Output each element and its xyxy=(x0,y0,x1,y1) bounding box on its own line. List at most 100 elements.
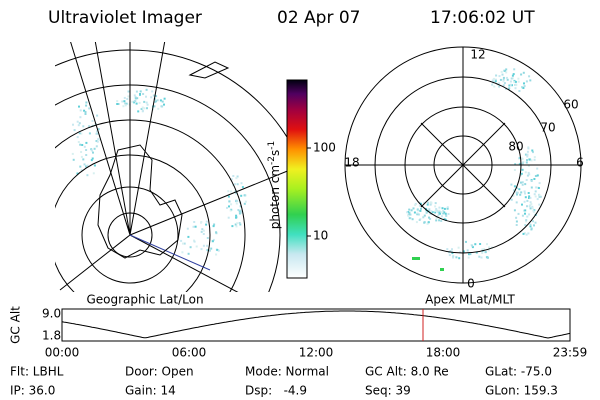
emission-pixel xyxy=(446,206,449,209)
emission-pixel xyxy=(419,209,422,212)
emission-pixel xyxy=(524,153,527,156)
emission-pixel xyxy=(410,209,413,212)
emission-pixel xyxy=(519,163,522,166)
emission-pixel xyxy=(516,186,518,189)
emission-pixel xyxy=(513,80,516,83)
emission-pixel xyxy=(479,243,482,245)
emission-pixel xyxy=(518,188,521,191)
emission-pixel xyxy=(187,235,190,238)
emission-pixel xyxy=(435,209,438,212)
emission-pixel xyxy=(446,207,449,210)
emission-pixel xyxy=(235,214,238,217)
emission-pixel xyxy=(425,207,428,210)
emission-pixel xyxy=(527,147,530,150)
emission-pixel xyxy=(228,200,231,203)
label-sup: -1 xyxy=(267,141,277,150)
footer-field: Gain: 14 xyxy=(125,384,176,398)
emission-pixel xyxy=(532,210,535,213)
emission-pixel xyxy=(95,145,98,148)
emission-pixel xyxy=(507,87,510,90)
emission-pixel xyxy=(451,252,454,255)
emission-pixel xyxy=(79,116,82,119)
emission-pixel xyxy=(215,231,218,234)
emission-pixel xyxy=(159,99,162,102)
emission-pixel xyxy=(426,203,429,206)
emission-pixel xyxy=(232,175,235,177)
emission-pixel xyxy=(523,85,526,88)
emission-pixel xyxy=(427,221,430,224)
emission-pixel xyxy=(478,255,481,258)
emission-pixel xyxy=(156,99,159,102)
emission-pixel xyxy=(503,69,506,72)
emission-pixel xyxy=(151,90,154,93)
emission-pixel xyxy=(96,132,99,135)
emission-pixel xyxy=(90,159,93,162)
emission-pixel xyxy=(423,201,425,204)
geographic-map xyxy=(55,42,287,292)
altitude-curve xyxy=(61,310,571,339)
emission-pixel xyxy=(535,186,538,189)
emission-pixel xyxy=(84,113,87,115)
label-part: s xyxy=(268,150,282,156)
emission-pixel xyxy=(441,207,444,210)
emission-pixel xyxy=(435,219,438,222)
timeline-xtick: 06:00 xyxy=(172,346,207,360)
emission-pixel xyxy=(524,196,527,199)
emission-pixel xyxy=(448,254,451,257)
emission-pixel xyxy=(447,213,450,215)
emission-pixel xyxy=(213,223,216,226)
emission-pixel xyxy=(135,90,138,93)
emission-pixel xyxy=(78,122,81,125)
emission-pixel xyxy=(458,257,461,260)
emission-pixel xyxy=(441,211,444,213)
emission-pixel xyxy=(474,243,477,246)
emission-pixel xyxy=(452,256,454,259)
emission-pixel xyxy=(210,247,213,250)
emission-pixel xyxy=(139,90,142,93)
emission-pixel xyxy=(435,208,438,210)
emission-pixel xyxy=(202,233,205,235)
emission-pixel xyxy=(530,159,533,162)
emission-pixel xyxy=(513,169,516,171)
emission-pixel xyxy=(462,250,465,253)
emission-pixel xyxy=(423,214,426,217)
emission-pixel xyxy=(140,108,143,110)
emission-pixel xyxy=(235,177,238,180)
lat-label: 70 xyxy=(540,121,555,135)
timeline-xtick: 23:59 xyxy=(553,346,588,360)
timeline-frame xyxy=(61,308,571,342)
emission-pixel xyxy=(506,78,509,81)
aurora-emission xyxy=(406,68,542,271)
emission-pixel xyxy=(205,220,208,223)
emission-pixel xyxy=(139,93,141,95)
emission-pixel xyxy=(527,171,530,174)
emission-pixel xyxy=(513,209,516,212)
emission-pixel xyxy=(517,212,520,215)
emission-pixel xyxy=(83,163,86,166)
emission-pixel xyxy=(181,251,184,254)
emission-pixel xyxy=(526,215,529,218)
emission-pixel xyxy=(527,232,530,235)
emission-pixel xyxy=(515,201,518,204)
emission-pixel xyxy=(227,195,230,198)
emission-pixel xyxy=(142,93,145,95)
time: 17:06:02 UT xyxy=(430,8,535,28)
emission-pixel xyxy=(465,240,467,243)
emission-pixel xyxy=(86,174,89,177)
emission-pixel xyxy=(217,249,220,252)
emission-pixel xyxy=(531,207,534,210)
emission-pixel xyxy=(83,109,86,112)
emission-pixel xyxy=(459,251,462,254)
emission-pixel xyxy=(521,168,524,171)
emission-pixel xyxy=(486,243,488,246)
emission-pixel xyxy=(97,138,100,141)
emission-pixel xyxy=(521,162,524,165)
emission-pixel xyxy=(161,100,164,103)
emission-pixel xyxy=(508,84,511,87)
footer-field: GLat: -75.0 xyxy=(485,365,552,379)
emission-pixel xyxy=(442,212,445,215)
emission-pixel xyxy=(522,71,525,74)
emission-pixel xyxy=(417,213,420,216)
emission-pixel xyxy=(182,242,184,245)
emission-pixel xyxy=(427,201,430,204)
